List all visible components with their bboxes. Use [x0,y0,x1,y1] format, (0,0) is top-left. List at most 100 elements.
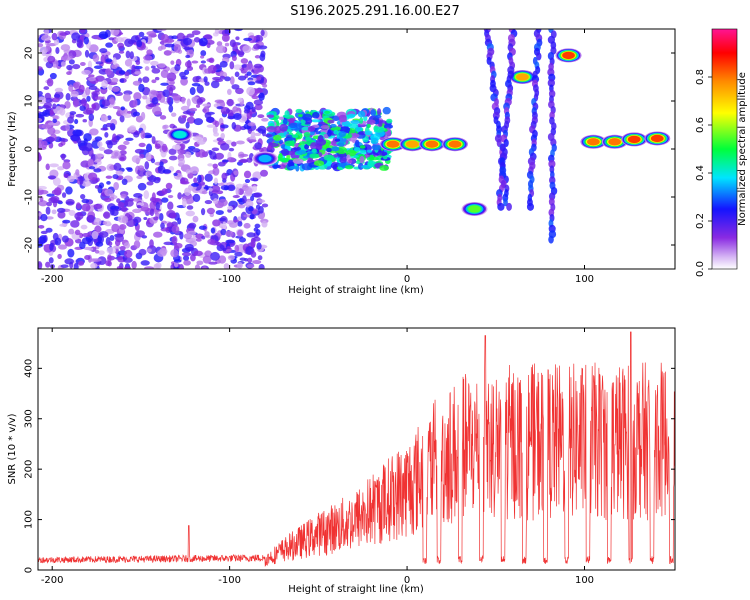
spectrogram-noise-cell [143,55,153,61]
spectrogram-band-cell [338,118,347,123]
spectrogram-noise-cell [94,249,100,254]
spectrogram-noise-cell [181,252,192,257]
spectrogram-noise-cell [111,64,118,69]
spectrogram-noise-cell [191,148,201,153]
spectrogram-noise-cell [94,96,105,100]
spectrogram-noise-cell [253,88,264,94]
spectrogram-noise-cell [180,77,188,86]
spectrogram-noise-cell [192,76,201,83]
colorbar-gradient [712,29,737,269]
spectrogram-noise-cell [124,249,133,258]
spectrogram-noise-cell [243,170,252,179]
spectrogram-noise-cell [51,32,58,41]
spectrogram-noise-cell [133,65,143,70]
snr-x-tick-label: -200 [41,575,64,586]
spectrogram-noise-cell [65,93,71,101]
spectrogram-noise-cell [231,122,237,130]
spectrogram-band-cell [382,155,388,160]
spectrogram-noise-cell [195,238,202,242]
spectrogram-noise-cell [111,77,119,83]
spectrogram-noise-cell [233,170,239,176]
spectrogram-streak-cell [536,52,542,61]
spectrogram-noise-cell [210,185,221,193]
spectrogram-noise-cell [45,227,53,233]
spectrogram-noise-cell [93,168,102,173]
spectrogram-band-cell [287,159,295,168]
spectrogram-noise-cell [250,239,256,248]
spectrogram-noise-cell [75,113,85,118]
spectrogram-peak [468,205,481,213]
spectrogram-noise-cell [84,142,93,152]
spectrogram-noise-cell [257,114,265,119]
spectrogram-band-cell [346,154,351,161]
spectrogram-noise-cell [75,202,81,210]
spectrogram-noise-cell [211,147,220,152]
spectrogram-noise-cell [159,115,167,120]
spectrogram-noise-cell [226,156,236,163]
spectrogram-noise-cell [225,248,232,253]
spectrogram-noise-cell [49,242,54,251]
spectrogram-noise-cell [177,149,185,155]
spectrogram-noise-cell [196,104,201,108]
spectrogram-noise-cell [238,153,249,158]
spectrogram-noise-cell [101,79,108,89]
spectrogram-noise-cell [95,241,104,247]
spectrogram-noise-cell [235,36,240,41]
spectrogram-band-cell [313,160,325,167]
spectrogram-noise-cell [70,220,80,228]
spectrogram-noise-cell [225,108,231,114]
spectrogram-noise-cell [39,234,47,244]
spectrogram-noise-cell [131,64,136,74]
spectrogram-noise-cell [127,126,137,133]
spectrogram-noise-cell [110,29,120,36]
spectrogram-band-cell [309,153,320,159]
spectrogram-noise-cell [145,152,152,161]
spectrogram-noise-cell [181,96,186,104]
spectrogram-noise-cell [145,134,153,139]
spectrogram-band-cell [299,141,308,145]
spectrogram-noise-cell [123,113,132,118]
spectrogram-noise-cell [39,196,44,203]
spectrogram-band-cell [324,110,331,114]
spectrogram-noise-cell [251,95,259,100]
spectrogram-band-cell [311,148,317,153]
spectrogram-noise-cell [168,148,177,155]
spectrogram-noise-cell [157,63,166,68]
spectrogram-noise-cell [182,37,193,46]
spectrogram-noise-cell [113,181,120,191]
spectrogram-noise-cell [180,105,190,111]
colorbar-tick-label: 0.4 [695,165,706,181]
spectrogram-noise-cell [60,44,71,51]
spectrogram-noise-cell [222,221,227,229]
spectrogram-noise-cell [83,36,90,45]
spectrogram-noise-cell [100,54,106,64]
spectrogram-noise-cell [237,97,243,103]
spectrogram-noise-cell [134,148,145,154]
spectrogram-noise-cell [238,237,247,243]
spectrogram-noise-cell [88,44,99,53]
spectrogram-noise-cell [167,194,174,199]
spectrogram-noise-cell [155,201,160,211]
spectrogram-noise-cell [186,33,195,38]
spectrogram-band-cell [266,114,275,118]
spectrogram-noise-cell [106,180,111,185]
spectrogram-noise-cell [171,225,180,234]
spectrogram-noise-cell [210,227,216,234]
spectrogram-band-cell [309,131,315,136]
spectrogram-noise-cell [119,150,127,156]
spectrogram-noise-cell [119,224,127,230]
colorbar-tick-label: 0.6 [695,117,706,133]
spectrogram-noise-cell [255,204,261,210]
spectrogram-noise-cell [144,66,150,71]
spectrogram-noise-cell [193,177,198,184]
spectrogram-noise-cell [238,159,248,163]
spectrogram-noise-cell [254,79,264,84]
spectrogram-noise-cell [189,107,198,112]
spectrogram-noise-cell [250,195,255,202]
spectrogram-noise-cell [103,211,111,219]
spectrogram-noise-cell [86,95,91,102]
spectrogram-noise-cell [121,178,128,186]
spectrogram-noise-cell [126,167,133,172]
spectrogram-noise-cell [209,151,217,160]
spectrogram-noise-cell [125,50,131,59]
